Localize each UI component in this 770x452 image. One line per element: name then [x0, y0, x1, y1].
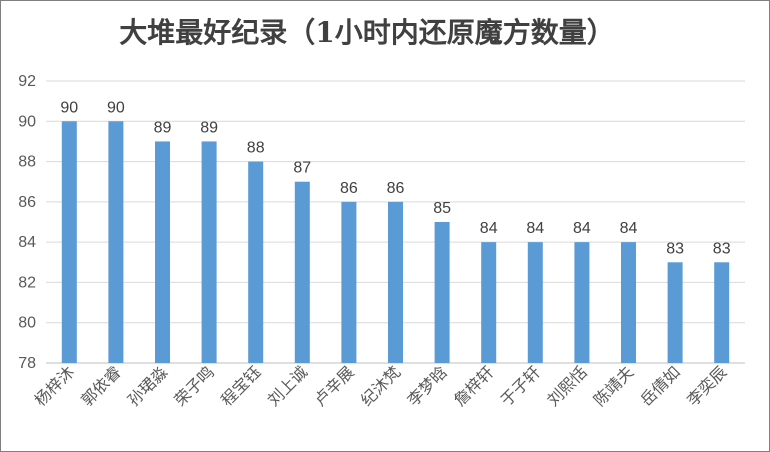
data-labels: 90 90 89 89 88 87 86 86 85 84 84 84 84 83 83: [60, 99, 730, 257]
bar: [61, 121, 77, 364]
x-axis-ticks: 杨梓沐 郭依睿 孙珺淼 荣子鸣 程宝钰 刘上诚 卢辛展 纪沐梵 李梦晗 詹梓轩 于子轩 刘熙恬 陈靖夫岳…: [31, 362, 731, 409]
y-tick-label: 86: [18, 194, 36, 211]
data-label: 90: [107, 99, 125, 116]
data-label: 83: [713, 240, 731, 257]
data-label: 90: [60, 99, 78, 116]
bar: [481, 242, 497, 363]
data-label: 86: [387, 180, 405, 197]
bar: [155, 141, 170, 363]
data-label: 88: [247, 140, 265, 157]
data-label: 84: [620, 220, 638, 237]
bar: [434, 222, 450, 363]
bar: [201, 141, 217, 363]
bar: [714, 262, 730, 363]
y-tick-label: 84: [18, 234, 36, 251]
bar: [574, 242, 590, 363]
data-label: 85: [433, 200, 451, 217]
x-tick-label: 卢辛展: [310, 362, 357, 409]
chart-title: 大堆最好纪录（1小时内还原魔方数量）: [119, 16, 615, 49]
x-tick-label: 刘上诚: [264, 362, 311, 409]
x-tick-label: 孙珺淼: [124, 362, 171, 409]
bar: [248, 161, 264, 363]
x-tick-label: 荣子鸣: [171, 362, 218, 409]
bar: [108, 121, 124, 364]
bar: [621, 242, 636, 363]
x-tick-label: 纪沐梵: [357, 362, 404, 409]
x-tick-label: 于子轩: [497, 362, 544, 409]
y-tick-label: 78: [18, 355, 36, 372]
bar: [294, 181, 310, 363]
bar: [667, 262, 683, 363]
bars: [61, 121, 730, 364]
data-label: 87: [293, 160, 311, 177]
y-tick-label: 92: [18, 73, 36, 90]
x-tick-label: 李奕辰: [683, 362, 730, 409]
data-label: 83: [666, 240, 684, 257]
x-tick-label: 杨梓沐: [31, 362, 78, 409]
bar: [527, 242, 543, 363]
data-label: 84: [480, 220, 498, 237]
y-axis-ticks: 78 80 82 84 86 88 90 92: [18, 73, 36, 372]
bar: [388, 201, 403, 363]
data-label: 84: [526, 220, 544, 237]
y-tick-label: 88: [18, 154, 36, 171]
x-tick-label: 程宝钰: [217, 362, 264, 409]
x-tick-label: 刘熙恬: [543, 362, 590, 409]
bar: [341, 201, 357, 363]
x-tick-label: 岳倩如: [637, 362, 684, 409]
data-label: 89: [154, 119, 172, 136]
x-tick-label: 陈靖夫: [590, 362, 637, 409]
data-label: 84: [573, 220, 591, 237]
x-tick-label: 詹梓轩: [450, 362, 497, 409]
y-tick-label: 80: [18, 315, 36, 332]
data-label: 89: [200, 119, 218, 136]
x-tick-label: 郭依睿: [77, 362, 124, 409]
y-tick-label: 90: [18, 113, 36, 130]
x-tick-label: 李梦晗: [404, 362, 451, 409]
y-tick-label: 82: [18, 274, 36, 291]
data-label: 86: [340, 180, 358, 197]
